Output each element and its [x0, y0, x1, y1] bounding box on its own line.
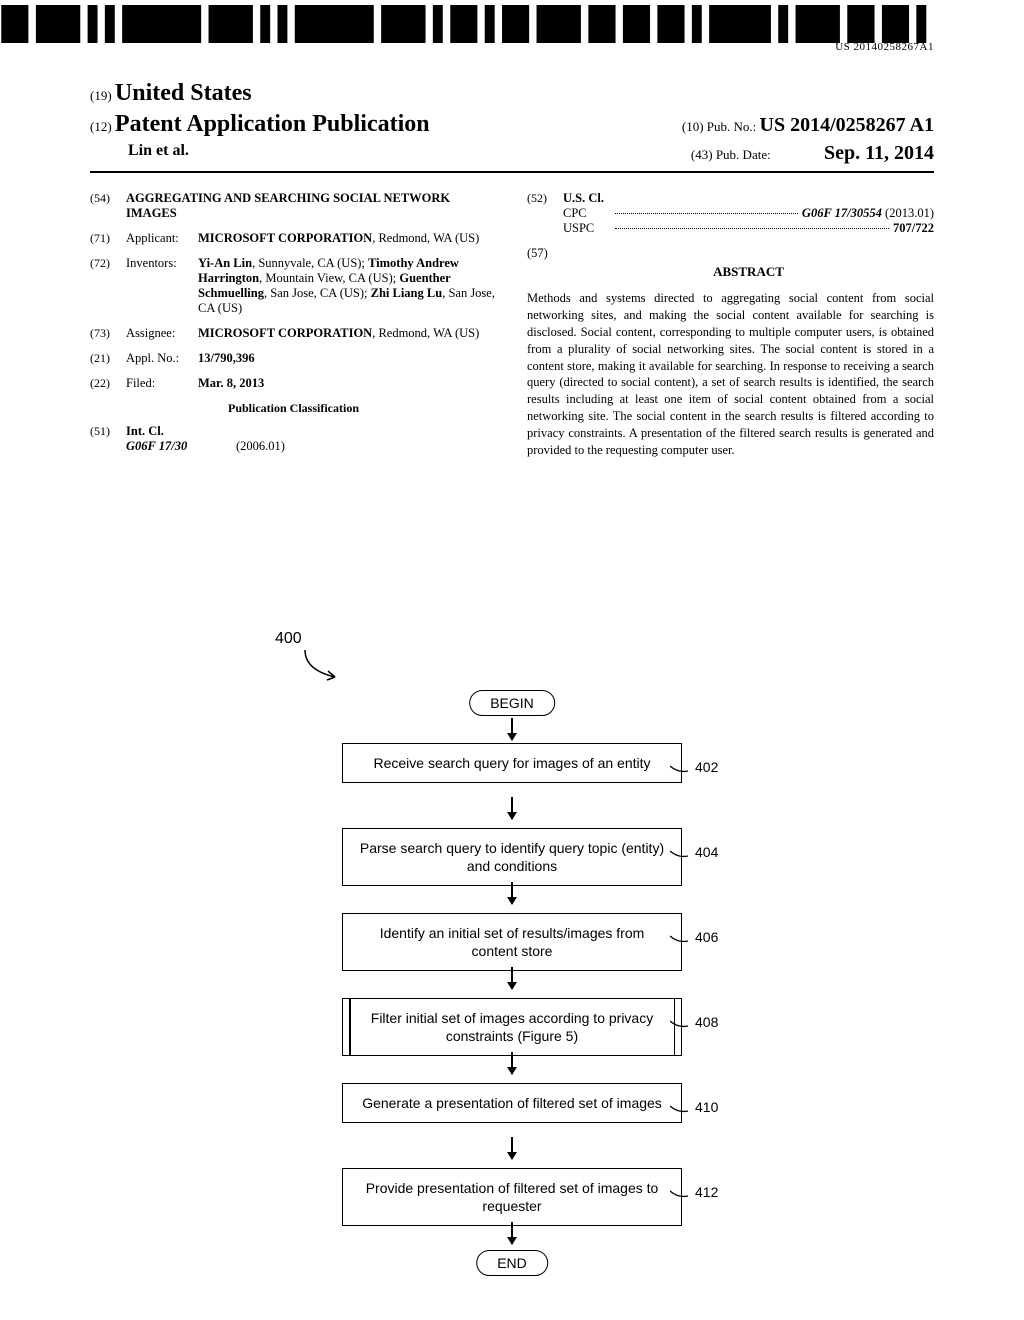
flowchart-arrow: [511, 1052, 513, 1074]
flowchart-process-402: Receive search query for images of an en…: [342, 743, 682, 783]
pubno-code: (10): [682, 119, 704, 134]
flowchart-arrow: [511, 1222, 513, 1244]
uspc-label: USPC: [563, 221, 611, 236]
applno-label: Appl. No.:: [126, 351, 198, 366]
appl-number: 13/790,396: [198, 351, 497, 366]
uscl-label: U.S. Cl.: [563, 191, 934, 206]
assignee-name: MICROSOFT CORPORATION: [198, 326, 372, 340]
uspc-val: 707/722: [893, 221, 934, 236]
flowchart-process-410: Generate a presentation of filtered set …: [342, 1083, 682, 1123]
intcl-code: (51): [90, 424, 126, 454]
assignee-loc: , Redmond, WA (US): [372, 326, 479, 340]
cpc-date: (2013.01): [882, 206, 934, 220]
flowchart: 400 BEGIN Receive search query for images…: [0, 630, 1024, 1310]
barcode-area: ▌█▌▌█▌███▌▌▌█▌█▌█▌██▌▌▌████▌██▌▌▌████▌██…: [0, 10, 934, 53]
inventors-code: (72): [90, 256, 126, 316]
flowchart-step-label: 402: [695, 759, 718, 775]
cpc-label: CPC: [563, 206, 611, 221]
flowchart-process-408: Filter initial set of images according t…: [342, 998, 682, 1056]
flowchart-process-412: Provide presentation of filtered set of …: [342, 1168, 682, 1226]
authors: Lin et al.: [90, 142, 189, 165]
flowchart-step-label: 410: [695, 1099, 718, 1115]
country-code: (19): [90, 88, 112, 103]
flowchart-begin: BEGIN: [469, 690, 555, 716]
left-column: (54) AGGREGATING AND SEARCHING SOCIAL NE…: [90, 191, 497, 464]
flowchart-step-label: 406: [695, 929, 718, 945]
flowchart-process-406: Identify an initial set of results/image…: [342, 913, 682, 971]
flowchart-step-label: 408: [695, 1014, 718, 1030]
filed-label: Filed:: [126, 376, 198, 391]
pubno-label: Pub. No.:: [707, 119, 756, 134]
patent-header: (19) United States (12) Patent Applicati…: [90, 80, 934, 173]
assignee-label: Assignee:: [126, 326, 198, 341]
intcl-label: Int. Cl.: [126, 424, 497, 439]
cpc-val: G06F 17/30554: [802, 206, 882, 220]
flowchart-arrow: [511, 967, 513, 989]
pub-date: Sep. 11, 2014: [824, 142, 934, 164]
doc-type-code: (12): [90, 119, 112, 134]
uscl-code: (52): [527, 191, 563, 236]
flowchart-arrow: [511, 882, 513, 904]
step-tick-icon: [670, 846, 695, 861]
intcl-date: (2006.01): [236, 439, 285, 454]
step-tick-icon: [670, 1101, 695, 1116]
inventors-label: Inventors:: [126, 256, 198, 316]
flowchart-ref-label: 400: [275, 630, 302, 648]
pubdate-code: (43): [691, 147, 713, 162]
applicant-code: (71): [90, 231, 126, 246]
curved-arrow-icon: [300, 645, 350, 685]
header-divider: [90, 171, 934, 173]
country: United States: [115, 80, 252, 106]
pub-number: US 2014/0258267 A1: [760, 114, 934, 136]
pub-classification-heading: Publication Classification: [90, 401, 497, 416]
step-tick-icon: [670, 1016, 695, 1031]
inventors-list: Yi-An Lin, Sunnyvale, CA (US); Timothy A…: [198, 256, 497, 316]
pubdate-label: Pub. Date:: [716, 147, 771, 162]
abstract-code: (57): [527, 246, 563, 290]
applicant-name: MICROSOFT CORPORATION: [198, 231, 372, 245]
flowchart-step-label: 412: [695, 1184, 718, 1200]
abstract-text: Methods and systems directed to aggregat…: [527, 290, 934, 459]
abstract-heading: ABSTRACT: [563, 264, 934, 280]
flowchart-process-404: Parse search query to identify query top…: [342, 828, 682, 886]
right-column: (52) U.S. Cl. CPC G06F 17/30554 (2013.01…: [527, 191, 934, 464]
barcode: ▌█▌▌█▌███▌▌▌█▌█▌█▌██▌▌▌████▌██▌▌▌████▌██…: [0, 10, 934, 39]
applicant-label: Applicant:: [126, 231, 198, 246]
patent-title: AGGREGATING AND SEARCHING SOCIAL NETWORK…: [126, 191, 497, 221]
doc-type: Patent Application Publication: [115, 111, 430, 137]
dots-leader: [615, 213, 798, 214]
applicant-loc: , Redmond, WA (US): [372, 231, 479, 245]
flowchart-arrow: [511, 1137, 513, 1159]
flowchart-arrow: [511, 797, 513, 819]
flowchart-step-label: 404: [695, 844, 718, 860]
title-code: (54): [90, 191, 126, 221]
applno-code: (21): [90, 351, 126, 366]
flowchart-end: END: [476, 1250, 548, 1276]
step-tick-icon: [670, 1186, 695, 1201]
flowchart-arrow: [511, 718, 513, 740]
dots-leader: [615, 228, 889, 229]
intcl-class: G06F 17/30: [126, 439, 236, 454]
filed-code: (22): [90, 376, 126, 391]
step-tick-icon: [670, 931, 695, 946]
filed-date: Mar. 8, 2013: [198, 376, 497, 391]
step-tick-icon: [670, 761, 695, 776]
assignee-code: (73): [90, 326, 126, 341]
